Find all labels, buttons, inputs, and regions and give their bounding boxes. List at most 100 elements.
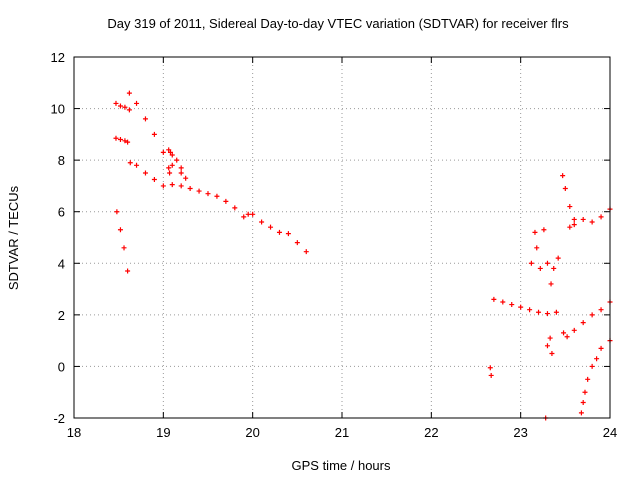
data-point [567, 224, 573, 230]
data-point [541, 227, 547, 233]
data-point [518, 304, 524, 310]
data-point [126, 107, 132, 113]
data-point [276, 229, 282, 235]
data-point [580, 216, 586, 222]
data-point [598, 345, 604, 351]
data-point [589, 312, 595, 318]
data-point [113, 135, 119, 141]
data-point [487, 365, 493, 371]
data-point [580, 320, 586, 326]
data-point [196, 188, 202, 194]
chart-title: Day 319 of 2011, Sidereal Day-to-day VTE… [107, 16, 569, 31]
data-point [571, 327, 577, 333]
data-point [167, 170, 173, 176]
data-point [178, 170, 184, 176]
data-point [549, 351, 555, 357]
data-point [571, 222, 577, 228]
data-point [169, 162, 175, 168]
data-point [241, 214, 247, 220]
x-tick-label: 23 [513, 425, 527, 440]
y-tick-label: -2 [53, 411, 65, 426]
gridlines [74, 57, 610, 418]
data-point [268, 224, 274, 230]
data-point [285, 231, 291, 237]
data-point [117, 103, 123, 109]
data-point [183, 175, 189, 181]
x-tick-label: 19 [156, 425, 170, 440]
data-point [294, 240, 300, 246]
data-point [562, 186, 568, 192]
data-point [532, 229, 538, 235]
data-point [117, 137, 123, 143]
data-point [127, 160, 133, 166]
x-tick-label: 20 [245, 425, 259, 440]
data-point [589, 219, 595, 225]
data-point [187, 186, 193, 192]
data-point [160, 149, 166, 155]
y-axis-label: SDTVAR / TECUs [6, 185, 21, 290]
data-point [527, 307, 533, 313]
data-point [169, 182, 175, 188]
y-tick-label: 10 [51, 102, 65, 117]
data-point [166, 165, 172, 171]
data-point [121, 245, 127, 251]
data-point [122, 138, 128, 144]
data-point [544, 260, 550, 266]
data-point [214, 193, 220, 199]
data-point [125, 268, 131, 274]
x-tick-label: 21 [335, 425, 349, 440]
data-point [142, 170, 148, 176]
data-point [151, 176, 157, 182]
data-point [551, 265, 557, 271]
x-tick-label: 18 [67, 425, 81, 440]
data-point [589, 363, 595, 369]
data-point [547, 335, 553, 341]
data-point [594, 356, 600, 362]
data-point [303, 249, 309, 255]
data-point [122, 104, 128, 110]
data-point [537, 265, 543, 271]
data-point [223, 198, 229, 204]
data-point [259, 219, 265, 225]
data-point [166, 147, 172, 153]
data-point [232, 205, 238, 211]
data-points [113, 90, 613, 421]
y-tick-label: 12 [51, 50, 65, 65]
data-point [151, 131, 157, 137]
data-point [488, 372, 494, 378]
plot-area-border [73, 56, 611, 419]
data-point [142, 116, 148, 122]
data-point [250, 211, 256, 217]
data-point [126, 90, 132, 96]
y-tick-label: 0 [58, 359, 65, 374]
data-point [582, 389, 588, 395]
data-point [491, 296, 497, 302]
data-point [134, 162, 140, 168]
y-tick-label: 2 [58, 308, 65, 323]
data-point [178, 183, 184, 189]
data-point [114, 209, 120, 215]
data-point [167, 149, 173, 155]
data-point [113, 100, 119, 106]
data-point [578, 410, 584, 416]
data-point [125, 139, 131, 145]
data-point [544, 343, 550, 349]
data-point [174, 157, 180, 163]
data-point [169, 152, 175, 158]
data-point [564, 334, 570, 340]
data-point [560, 173, 566, 179]
y-tick-label: 4 [58, 256, 65, 271]
x-axis-label: GPS time / hours [292, 458, 391, 473]
data-point [205, 191, 211, 197]
data-point [536, 309, 542, 315]
data-point [561, 330, 567, 336]
x-tick-label: 24 [603, 425, 617, 440]
y-tick-label: 6 [58, 205, 65, 220]
data-point [571, 216, 577, 222]
x-tick-label: 22 [424, 425, 438, 440]
data-point [528, 260, 534, 266]
data-point [509, 302, 515, 308]
